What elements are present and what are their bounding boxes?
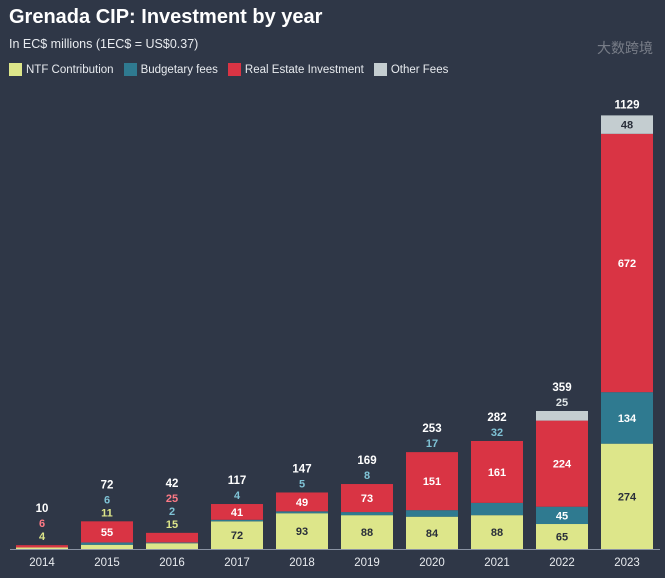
bar-segment <box>406 510 458 517</box>
total-label: 169 <box>357 455 376 467</box>
x-tick-label: 2021 <box>484 557 510 569</box>
data-label: 41 <box>231 507 243 519</box>
legend: NTF Contribution Budgetary fees Real Est… <box>9 63 448 76</box>
x-tick-label: 2020 <box>419 557 445 569</box>
data-label: 134 <box>618 413 637 425</box>
chart-title: Grenada CIP: Investment by year <box>9 6 323 28</box>
bar-segment <box>341 484 393 513</box>
x-tick-label: 2015 <box>94 557 120 569</box>
data-label: 672 <box>618 258 636 270</box>
data-label: 25 <box>166 493 178 505</box>
bar-segment <box>16 545 68 548</box>
legend-label: NTF Contribution <box>26 63 114 76</box>
legend-item-real-estate[interactable]: Real Estate Investment <box>227 63 364 76</box>
bar-segment <box>601 133 653 393</box>
data-label: 93 <box>296 526 308 538</box>
data-label: 4 <box>39 531 46 543</box>
bar-segment <box>146 532 198 543</box>
legend-item-other[interactable]: Other Fees <box>373 63 449 76</box>
bar-segment <box>536 410 588 421</box>
legend-label: Budgetary fees <box>140 63 218 76</box>
total-label: 10 <box>36 503 49 515</box>
data-label: 4 <box>234 490 241 502</box>
data-label: 45 <box>556 510 568 522</box>
data-label: 274 <box>618 491 637 503</box>
bar-segment <box>601 392 653 444</box>
data-label: 25 <box>556 397 568 409</box>
bar-segment <box>211 519 263 522</box>
data-label: 48 <box>621 120 633 132</box>
data-label: 2 <box>169 506 175 518</box>
x-tick-label: 2018 <box>289 557 315 569</box>
data-label: 6 <box>104 494 110 506</box>
data-label: 84 <box>426 528 439 540</box>
legend-swatch <box>123 63 137 76</box>
data-label: 72 <box>231 530 243 542</box>
legend-item-budgetary[interactable]: Budgetary fees <box>123 63 218 76</box>
bar-segment <box>211 521 263 549</box>
legend-label: Real Estate Investment <box>244 63 364 76</box>
legend-swatch <box>9 63 22 76</box>
legend-label: Other Fees <box>390 63 449 76</box>
total-label: 1129 <box>615 99 640 111</box>
bar-segment <box>406 452 458 511</box>
data-label: 55 <box>101 527 113 539</box>
data-label: 88 <box>491 527 503 539</box>
bar-segment <box>601 115 653 134</box>
bar-segment <box>601 443 653 549</box>
bar-segment <box>276 511 328 514</box>
legend-item-ntf[interactable]: NTF Contribution <box>9 63 114 76</box>
bar-segment <box>471 440 523 503</box>
total-label: 253 <box>422 423 441 435</box>
bar-segment <box>81 521 133 543</box>
chart-subtitle: In EC$ millions (1EC$ = US$0.37) <box>9 37 199 51</box>
x-tick-label: 2014 <box>29 557 55 569</box>
bar-segment <box>276 492 328 512</box>
bar-segment <box>276 513 328 549</box>
bar-segment <box>146 543 198 549</box>
x-tick-label: 2022 <box>549 557 575 569</box>
data-label: 151 <box>423 476 441 488</box>
x-tick-label: 2023 <box>614 557 640 569</box>
bar-segment <box>16 547 68 549</box>
bar-segment <box>471 515 523 549</box>
data-label: 5 <box>299 478 305 490</box>
bar-segment <box>81 542 133 545</box>
data-label: 224 <box>553 459 572 471</box>
x-tick-label: 2016 <box>159 557 185 569</box>
total-label: 117 <box>228 475 247 487</box>
data-label: 11 <box>101 507 113 519</box>
bar-segment <box>341 512 393 516</box>
data-label: 6 <box>39 518 45 530</box>
total-label: 147 <box>292 463 311 475</box>
total-label: 72 <box>101 479 114 491</box>
bar-segment <box>536 506 588 525</box>
bar-segment <box>81 544 133 549</box>
bar-segment <box>211 504 263 520</box>
legend-swatch <box>227 63 241 76</box>
total-label: 42 <box>166 478 179 490</box>
bar-segment <box>536 420 588 507</box>
total-label: 282 <box>487 412 506 424</box>
watermark: 大数跨境 <box>597 40 653 56</box>
bar-segment <box>341 515 393 549</box>
data-label: 88 <box>361 527 373 539</box>
total-label: 359 <box>552 382 571 394</box>
legend-swatch <box>373 63 387 76</box>
data-label: 65 <box>556 532 568 544</box>
data-label: 73 <box>361 493 373 505</box>
bar-segment <box>536 524 588 549</box>
data-label: 8 <box>364 470 370 482</box>
data-label: 17 <box>426 438 438 450</box>
x-tick-label: 2017 <box>224 557 250 569</box>
x-tick-label: 2019 <box>354 557 380 569</box>
bar-segment <box>146 542 198 544</box>
data-label: 32 <box>491 427 503 439</box>
data-label: 49 <box>296 497 308 509</box>
data-label: 161 <box>488 467 506 479</box>
bar-segment <box>471 502 523 516</box>
data-label: 15 <box>166 519 178 531</box>
bar-segment <box>406 516 458 549</box>
